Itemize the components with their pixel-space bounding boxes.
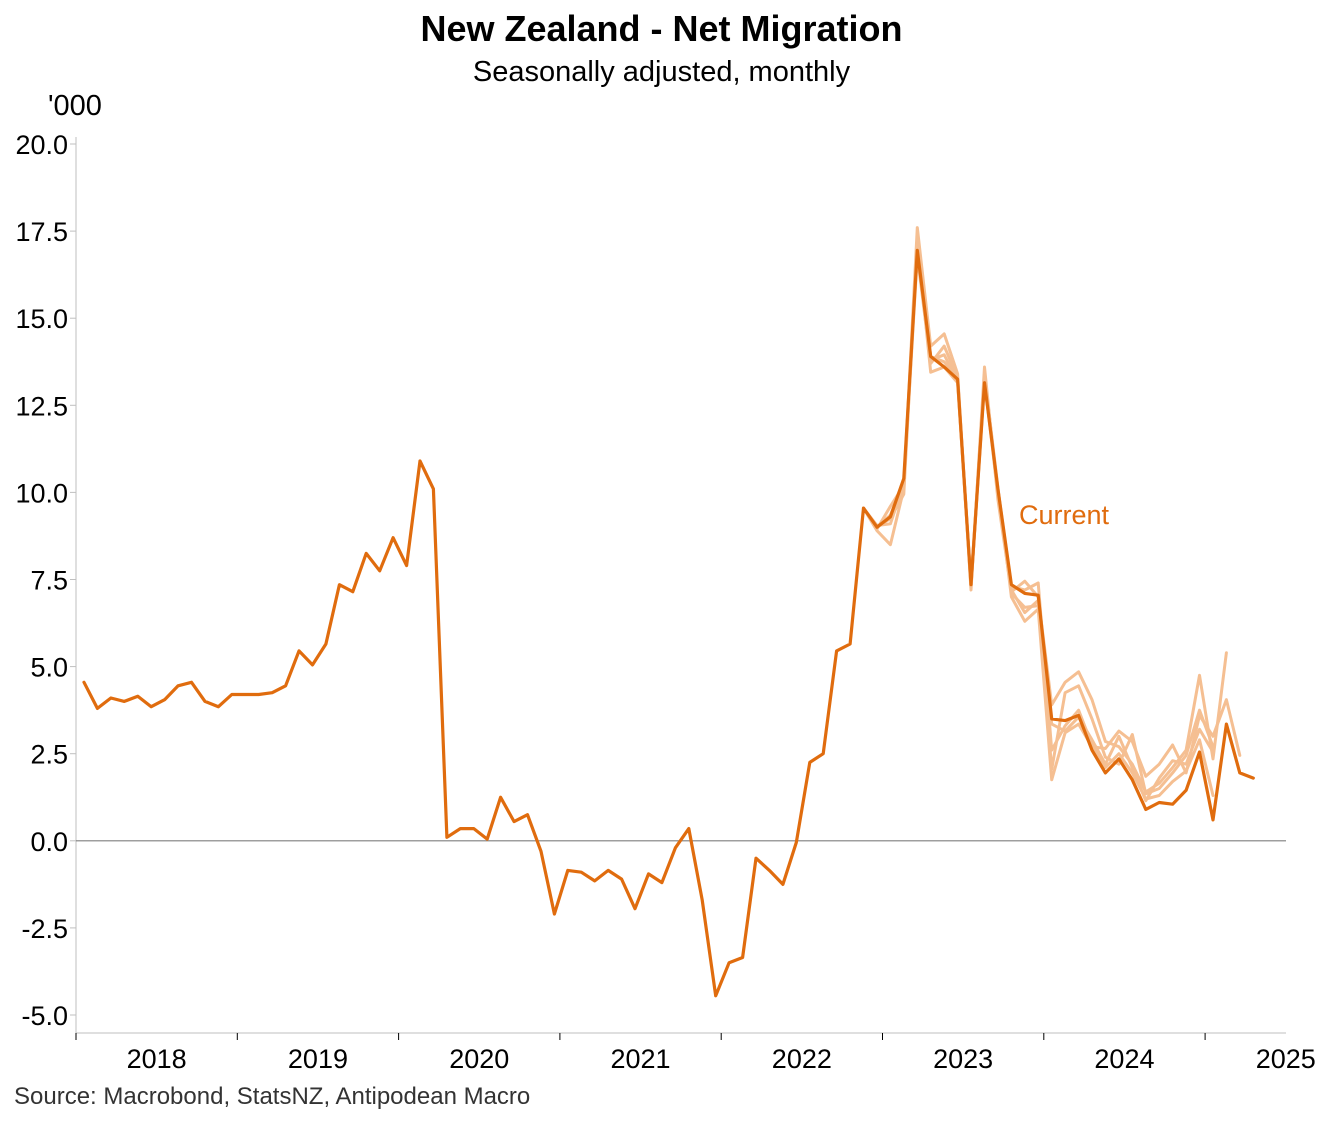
y-tick-label: 5.0 (30, 653, 68, 683)
series-group (82, 226, 1255, 998)
x-tick-label: 2023 (933, 1044, 993, 1074)
y-tick-label: 17.5 (15, 217, 68, 247)
x-tick-label: 2019 (288, 1044, 348, 1074)
labels: 20.0 17.5 15.0 12.5 10.0 7.5 5.0 2.5 0.0 -2.5 -5.0… (15, 130, 1315, 1074)
y-tick-label: -2.5 (21, 914, 68, 944)
y-tick-label: -5.0 (21, 1001, 68, 1031)
y-tick-label: 20.0 (15, 130, 68, 160)
y-tick-label: 12.5 (15, 391, 68, 421)
y-tick-label: 2.5 (30, 740, 68, 770)
y-tick-label: 15.0 (15, 304, 68, 334)
y-tick-label: 7.5 (30, 566, 68, 596)
series-line-current (82, 248, 1255, 998)
x-tick-label: 2024 (1094, 1044, 1154, 1074)
y-tick-label: 10.0 (15, 478, 68, 508)
chart-subtitle: Seasonally adjusted, monthly (472, 56, 851, 88)
x-tick-label: 2021 (611, 1044, 671, 1074)
current-series-annotation: Current (1019, 500, 1110, 530)
x-tick-label: 2025 (1256, 1044, 1316, 1074)
chart-title: New Zealand - Net Migration (420, 8, 903, 49)
y-axis-unit-label: '000 (48, 90, 102, 122)
axes (70, 137, 1286, 1040)
chart-source-note: Source: Macrobond, StatsNZ, Antipodean M… (14, 1083, 531, 1110)
x-tick-label: 2020 (449, 1044, 509, 1074)
x-tick-label: 2022 (772, 1044, 832, 1074)
x-tick-label: 2018 (127, 1044, 187, 1074)
y-tick-label: 0.0 (30, 827, 68, 857)
